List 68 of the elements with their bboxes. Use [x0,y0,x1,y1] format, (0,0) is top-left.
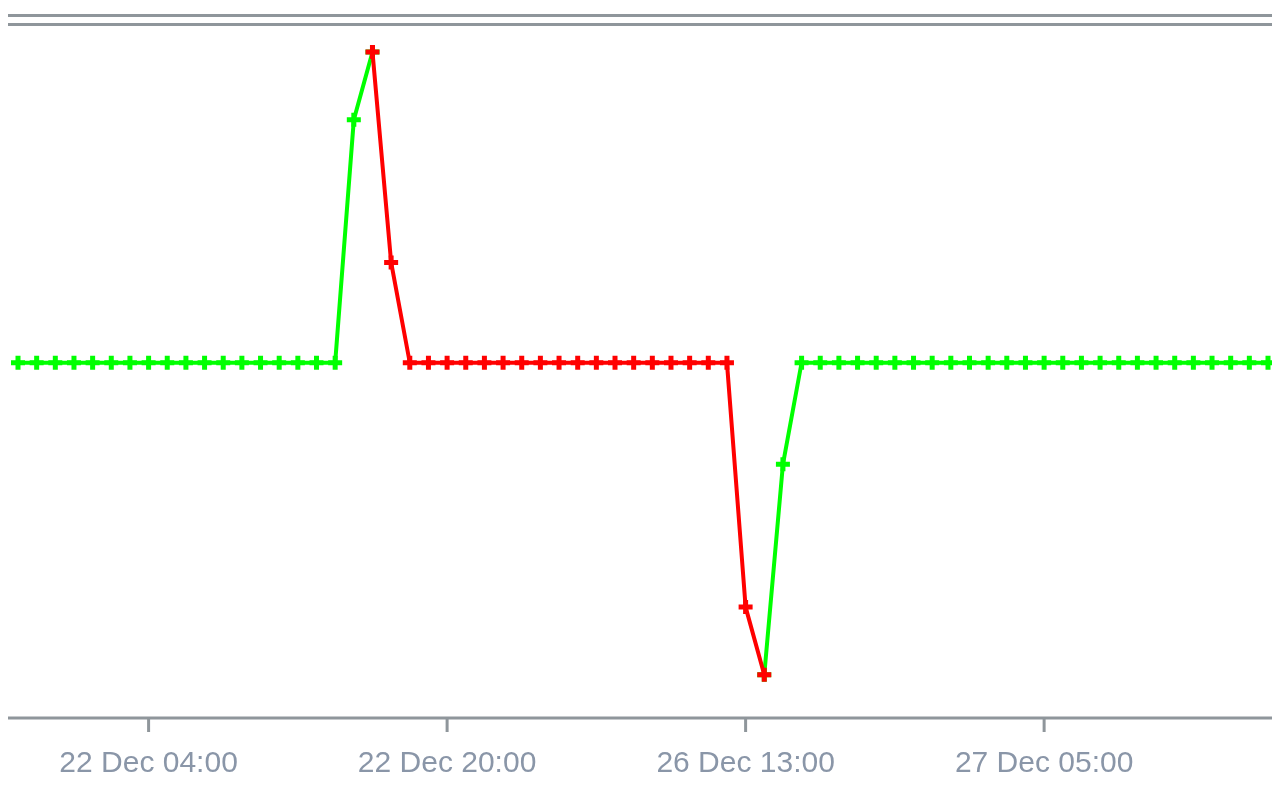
point [530,353,550,373]
point [829,353,849,373]
x-tick-label: 22 Dec 20:00 [357,745,537,778]
point [1127,353,1147,373]
point [568,353,588,373]
point [624,353,644,373]
point [1034,353,1054,373]
point [456,353,476,373]
point [978,353,998,373]
point [792,353,812,373]
point [307,353,327,373]
point [680,353,700,373]
point [997,353,1017,373]
point [904,353,924,373]
point [232,353,252,373]
point [344,110,364,130]
point [27,353,47,373]
point [1146,353,1166,373]
point [139,353,159,373]
point [810,353,830,373]
point [661,353,681,373]
point [64,353,84,373]
point [157,353,177,373]
point [642,353,662,373]
point [83,353,103,373]
x-tick-label: 26 Dec 13:00 [656,745,835,778]
point [1053,353,1073,373]
point [120,353,140,373]
point [195,353,215,373]
point [269,353,289,373]
point [773,454,793,474]
point [101,353,121,373]
point [437,353,457,373]
point [400,353,420,373]
point [922,353,942,373]
point [493,353,513,373]
point [866,353,886,373]
point [418,353,438,373]
point [213,353,233,373]
point [251,353,271,373]
point [586,353,606,373]
x-tick-label: 27 Dec 05:00 [954,745,1134,778]
point [1239,353,1259,373]
point [1015,353,1035,373]
point [698,353,718,373]
point [605,353,625,373]
point [45,353,65,373]
point [1202,353,1222,373]
x-tick-label: 22 Dec 04:00 [59,745,238,778]
point [1109,353,1129,373]
point [736,597,756,617]
point [176,353,196,373]
point [1165,353,1185,373]
point [959,353,979,373]
point [1090,353,1110,373]
point [381,252,401,272]
point [1071,353,1091,373]
point [325,353,345,373]
point [848,353,868,373]
point [474,353,494,373]
point [1183,353,1203,373]
point [1221,353,1241,373]
point [941,353,961,373]
point [288,353,308,373]
point [885,353,905,373]
point [512,353,532,373]
point [549,353,569,373]
point [717,353,737,373]
